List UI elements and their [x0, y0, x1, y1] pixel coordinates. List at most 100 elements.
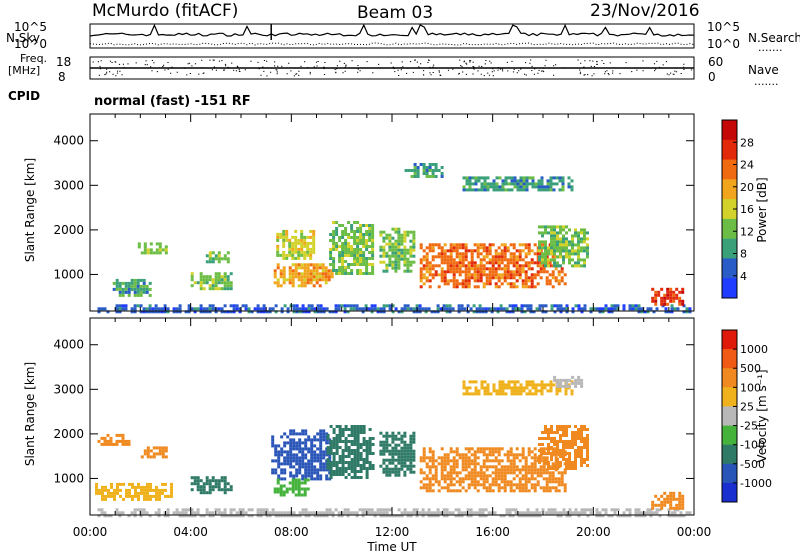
- echo-cell: [535, 514, 539, 518]
- echo-cell: [391, 260, 395, 264]
- echo-cell: [669, 296, 673, 300]
- echo-cell: [309, 281, 313, 285]
- echo-cell: [446, 258, 450, 262]
- echo-cell: [583, 234, 586, 238]
- echo-cell: [559, 240, 562, 244]
- echo-cell: [300, 253, 304, 257]
- echo-cell: [546, 182, 550, 186]
- echo-cell: [280, 310, 284, 314]
- echo-cell: [507, 182, 511, 186]
- echo-cell: [139, 293, 143, 297]
- echo-cell: [368, 452, 372, 455]
- echo-cell: [341, 224, 345, 227]
- echo-cell: [521, 282, 525, 286]
- echo-cell: [292, 456, 296, 460]
- echo-cell: [295, 462, 299, 466]
- echo-cell: [483, 386, 487, 390]
- echo-region: [97, 508, 692, 518]
- echo-cell: [476, 249, 480, 253]
- echo-cell: [530, 468, 534, 472]
- echo-cell: [115, 508, 119, 512]
- echo-cell: [511, 508, 515, 512]
- echo-cell: [474, 389, 478, 393]
- echo-cell: [479, 483, 483, 487]
- echo-cell: [152, 251, 156, 255]
- echo-cell: [289, 444, 293, 448]
- echo-cell: [539, 465, 543, 469]
- echo-cell: [326, 461, 330, 464]
- echo-cell: [297, 275, 301, 279]
- echo-cell: [514, 307, 518, 311]
- echo-cell: [586, 514, 590, 518]
- echo-cell: [178, 310, 182, 314]
- echo-cell: [356, 245, 360, 248]
- echo-cell: [552, 188, 556, 192]
- echo-cell: [539, 243, 543, 247]
- echo-cell: [403, 461, 407, 465]
- echo-cell: [391, 514, 395, 518]
- echo-cell: [301, 450, 305, 454]
- echo-cell: [335, 437, 339, 440]
- echo-cell: [485, 249, 489, 253]
- echo-cell: [306, 478, 310, 482]
- echo-cell: [542, 456, 546, 460]
- echo-cell: [547, 452, 550, 455]
- echo-cell: [274, 514, 278, 518]
- echo-cell: [145, 290, 149, 294]
- echo-cell: [95, 488, 98, 492]
- echo-cell: [488, 489, 492, 493]
- echo-cell: [359, 272, 363, 275]
- echo-cell: [437, 273, 441, 277]
- echo-cell: [449, 246, 453, 250]
- echo-cell: [238, 508, 242, 512]
- echo-cell: [276, 284, 280, 288]
- echo-cell: [394, 266, 398, 270]
- echo-cell: [297, 278, 301, 282]
- echo-cell: [113, 497, 116, 501]
- echo-cell: [545, 486, 549, 490]
- echo-cell: [586, 449, 589, 452]
- echo-cell: [554, 489, 558, 493]
- echo-cell: [223, 275, 227, 279]
- echo-cell: [525, 176, 529, 180]
- echo-cell: [379, 431, 383, 435]
- echo-cell: [199, 479, 203, 483]
- echo-cell: [464, 468, 468, 472]
- echo-cell: [271, 508, 275, 512]
- echo-cell: [506, 465, 510, 469]
- echo-cell: [322, 468, 326, 472]
- echo-cell: [294, 487, 298, 491]
- echo-cell: [461, 465, 465, 469]
- echo-cell: [524, 489, 528, 493]
- echo-cell: [238, 307, 242, 311]
- echo-cell: [298, 450, 302, 454]
- echo-cell: [467, 450, 471, 454]
- echo-cell: [559, 425, 562, 428]
- colorbar-swatch: [722, 425, 737, 446]
- echo-cell: [226, 281, 230, 285]
- echo-cell: [583, 304, 587, 308]
- echo-cell: [391, 227, 395, 231]
- echo-cell: [562, 240, 565, 244]
- echo-cell: [470, 483, 474, 487]
- echo-cell: [550, 225, 553, 229]
- echo-cell: [356, 440, 360, 443]
- echo-cell: [556, 449, 559, 452]
- echo-cell: [681, 302, 685, 306]
- echo-cell: [217, 479, 221, 483]
- echo-cell: [568, 511, 572, 515]
- echo-cell: [259, 307, 263, 311]
- echo-cell: [556, 261, 559, 265]
- echo-cell: [338, 473, 342, 476]
- echo-cell: [446, 474, 450, 478]
- echo-cell: [522, 389, 526, 393]
- echo-cell: [523, 514, 527, 518]
- echo-cell: [361, 514, 365, 518]
- echo-cell: [362, 272, 366, 275]
- echo-cell: [328, 456, 332, 460]
- nave-trace: [92, 59, 693, 77]
- echo-cell: [413, 166, 417, 169]
- echo-cell: [479, 450, 483, 454]
- echo-cell: [347, 434, 351, 437]
- echo-cell: [473, 276, 477, 280]
